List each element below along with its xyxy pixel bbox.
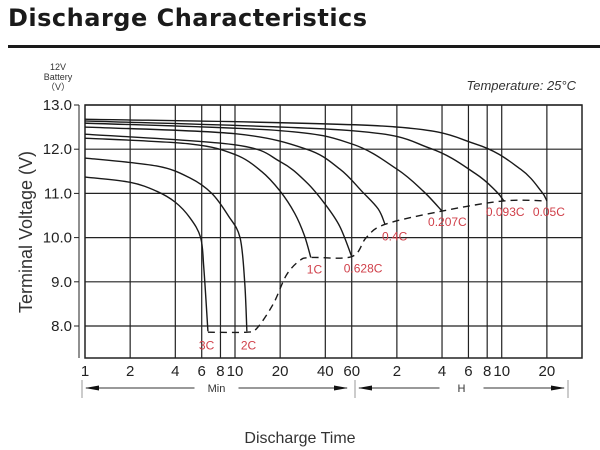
x-tick-label: 2: [126, 363, 134, 380]
y-tick-label: 10.0: [43, 230, 72, 247]
curve-label-2C: 2C: [241, 338, 257, 352]
x-tick-label: 60: [343, 363, 360, 380]
y-unit-line-1: 12V: [50, 62, 66, 72]
curve-label-0.4C: 0.4C: [382, 229, 408, 243]
y-axis-title: Terminal Voltage (V): [16, 151, 36, 313]
grid: [84, 104, 583, 359]
arrow-left-icon: [358, 385, 372, 391]
plot-frame: [84, 104, 583, 359]
x-tick-label: 4: [171, 363, 179, 380]
y-unit-line-3: （V）: [46, 82, 70, 92]
x-tick-label: 4: [438, 363, 446, 380]
discharge-curve-3C: [84, 176, 209, 332]
x-tick-label: 2: [393, 363, 401, 380]
x-tick-label: 6: [198, 363, 206, 380]
arrow-right-icon: [551, 385, 565, 391]
title-underline: [8, 45, 600, 48]
curve-label-0.628C: 0.628C: [344, 262, 383, 276]
x-axis-title: Discharge Time: [244, 430, 355, 447]
x-tick-label: 1: [81, 363, 89, 380]
y-tick-label: 11.0: [44, 185, 72, 202]
curve-label-0.05C: 0.05C: [533, 205, 565, 219]
x-tick-label: 20: [539, 363, 556, 380]
x-unit-hours: H: [458, 383, 466, 395]
y-axis: 13.0 12.0 11.0 10.0 9.0 8.0: [43, 97, 80, 358]
x-tick-label: 20: [272, 363, 289, 380]
curve-labels: 3C 2C 1C 0.628C 0.4C 0.207C 0.093C 0.05C: [199, 205, 565, 352]
y-tick-label: 9.0: [51, 274, 72, 291]
page-title: Discharge Characteristics: [8, 4, 368, 32]
discharge-curve-1C: [84, 137, 312, 258]
x-tick-label: 6: [464, 363, 472, 380]
curve-label-0.093C: 0.093C: [486, 205, 525, 219]
x-tick-label: 10: [493, 363, 510, 380]
discharge-curve-0.207C: [84, 122, 443, 212]
y-unit-line-2: Battery: [44, 72, 73, 82]
discharge-curve-0.093C: [84, 120, 505, 202]
curve-label-0.207C: 0.207C: [428, 215, 467, 229]
y-tick-label: 13.0: [43, 97, 72, 114]
arrow-right-icon: [334, 385, 348, 391]
y-tick-label: 8.0: [51, 318, 72, 335]
x-unit-min: Min: [208, 383, 226, 395]
arrow-left-icon: [85, 385, 99, 391]
temperature-annotation: Temperature: 25°C: [467, 78, 577, 93]
x-tick-label: 40: [317, 363, 334, 380]
curve-label-1C: 1C: [307, 262, 323, 276]
discharge-curve-2C: [84, 157, 248, 332]
x-tick-label: 8: [483, 363, 491, 380]
cutoff-voltage-dashed-line: [207, 199, 547, 334]
curves: [84, 118, 548, 334]
y-tick-label: 12.0: [43, 141, 72, 158]
discharge-curve-0.05C: [84, 118, 548, 202]
discharge-curve-0.628C: [84, 133, 353, 257]
discharge-curve-0.4C: [84, 126, 386, 225]
x-tick-label: 10: [227, 363, 244, 380]
x-tick-label: 8: [216, 363, 224, 380]
curve-label-3C: 3C: [199, 338, 215, 352]
